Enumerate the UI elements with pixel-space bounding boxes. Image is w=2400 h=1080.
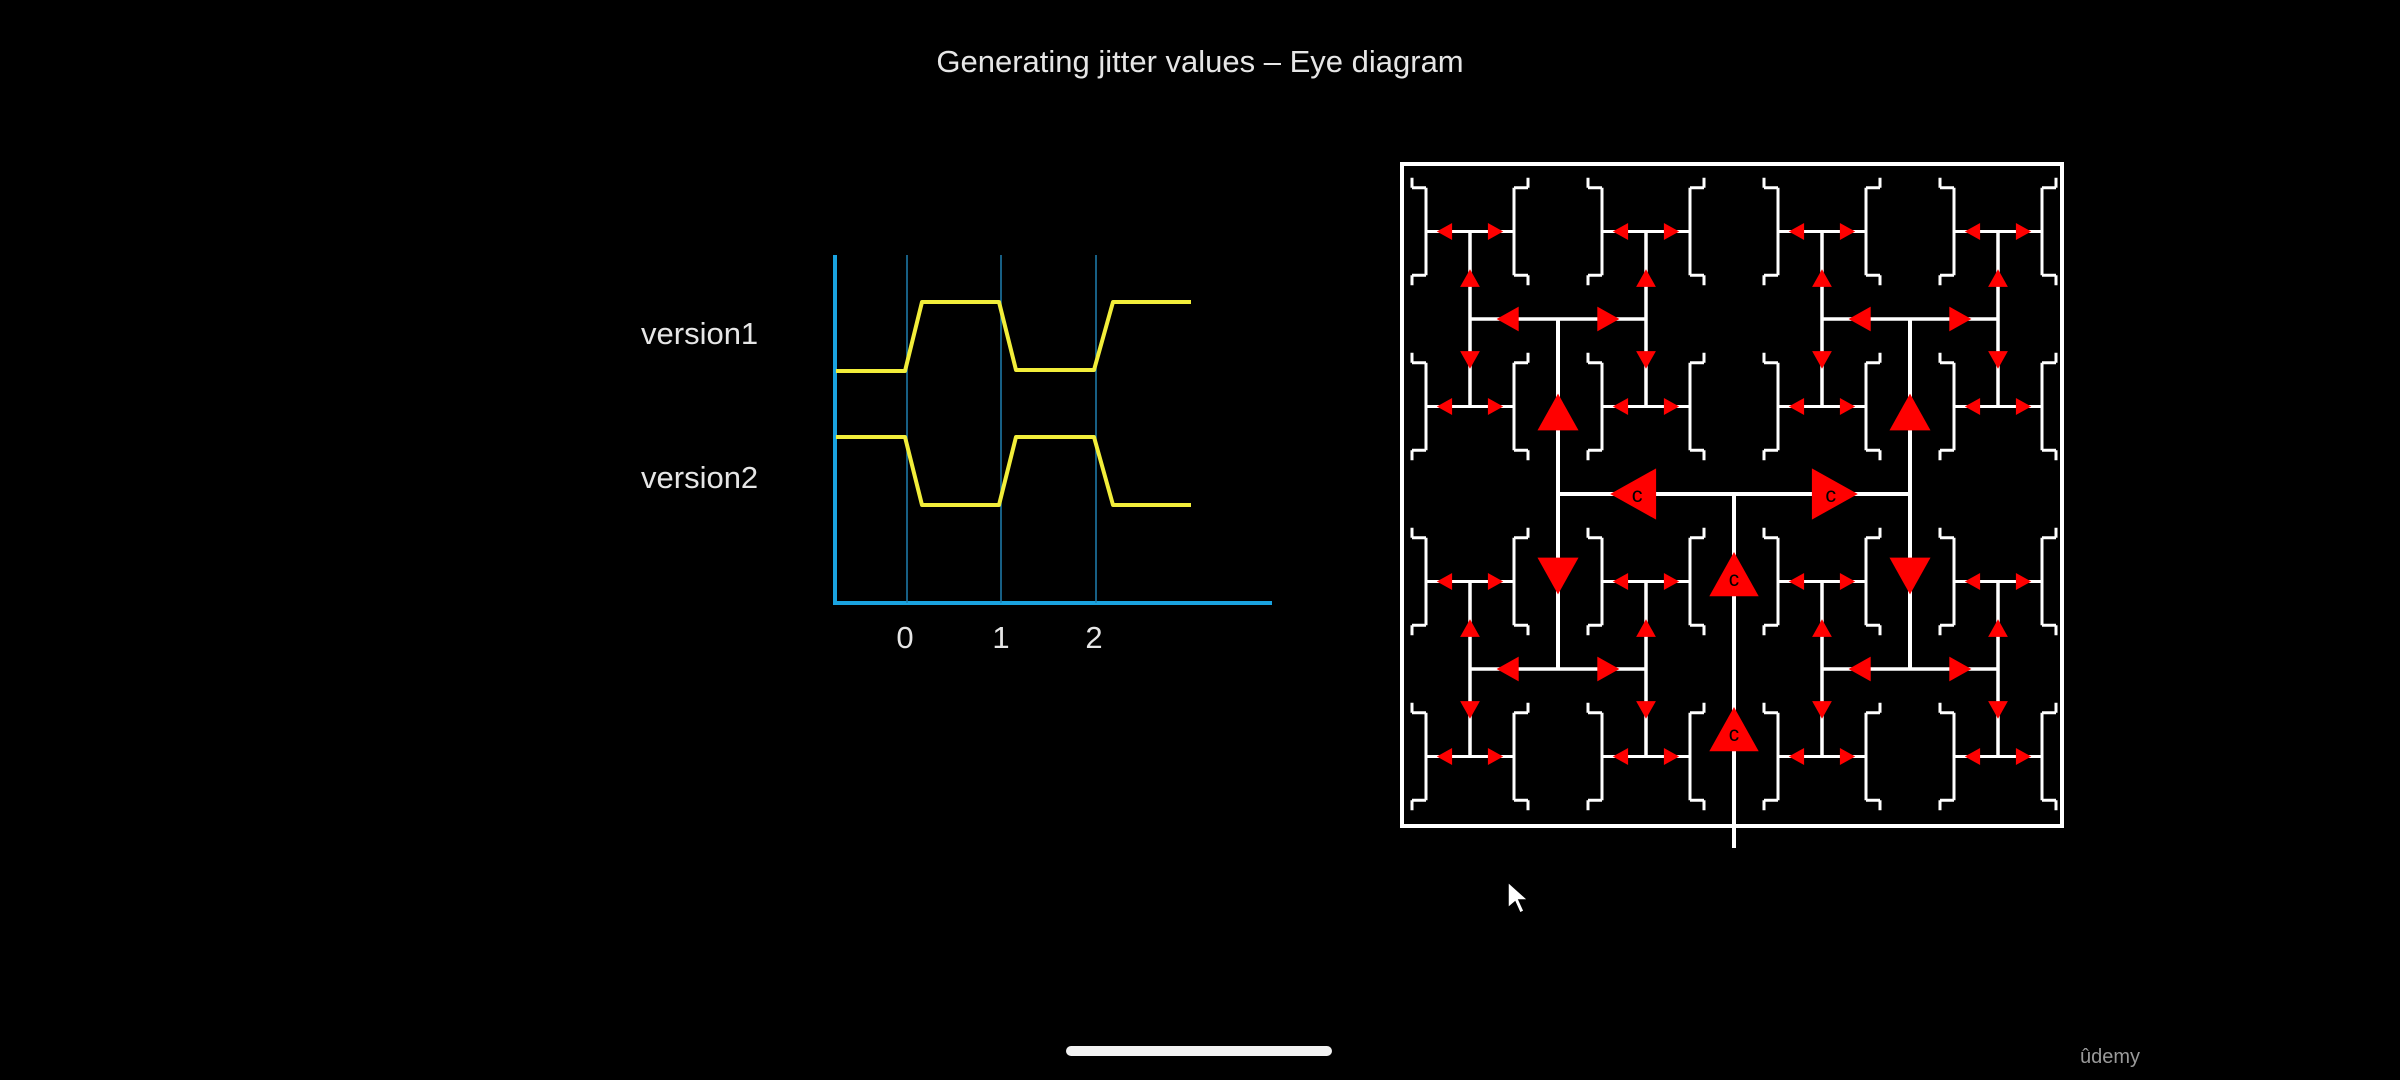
- clock-tree-network: c c c c: [1410, 177, 2058, 848]
- clock-buffer-label: c: [1825, 482, 1836, 507]
- clock-buffer-17: [1487, 397, 1504, 416]
- clock-buffer-13: [1636, 351, 1656, 369]
- clock-buffer-56: [1788, 572, 1805, 591]
- clock-buffer-4: [1537, 393, 1579, 431]
- clock-buffer-41: [1988, 351, 2008, 369]
- clock-buffer-25: [1460, 701, 1480, 719]
- clock-buffer-30: [1436, 747, 1453, 766]
- clock-buffer-54: [1988, 619, 2008, 637]
- clock-buffer-51: [1949, 656, 1972, 682]
- clock-buffer-47: [2015, 222, 2032, 241]
- clock-buffer-15: [1487, 222, 1504, 241]
- clock-buffer-label: c: [1632, 482, 1643, 507]
- tick-label-2: 2: [1085, 620, 1103, 655]
- slide-title: Generating jitter values – Eye diagram: [936, 44, 1464, 79]
- clock-buffer-43: [1839, 222, 1856, 241]
- clock-buffer-52: [1812, 619, 1832, 637]
- clock-buffer-27: [1636, 701, 1656, 719]
- clock-buffer-35: [1663, 747, 1680, 766]
- clock-buffer-61: [2015, 572, 2032, 591]
- clock-buffer-12: [1636, 269, 1656, 287]
- clock-buffer-19: [1663, 222, 1680, 241]
- clock-buffer-8: [1496, 306, 1519, 332]
- clock-buffer-46: [1964, 222, 1981, 241]
- clock-buffer-23: [1597, 656, 1620, 682]
- clock-buffer-7: [1889, 557, 1931, 595]
- clock-buffer-3: [1811, 468, 1858, 520]
- clock-buffer-24: [1460, 619, 1480, 637]
- clock-buffer-14: [1436, 222, 1453, 241]
- clock-buffer-5: [1537, 557, 1579, 595]
- clock-buffer-49: [2015, 397, 2032, 416]
- clock-buffer-62: [1964, 747, 1981, 766]
- clock-buffer-33: [1663, 572, 1680, 591]
- clock-buffer-1: [1709, 707, 1759, 752]
- clock-buffer-57: [1839, 572, 1856, 591]
- mouse-pointer-icon: [1507, 880, 1530, 915]
- clock-buffer-0: [1709, 552, 1759, 597]
- clock-buffer-45: [1839, 397, 1856, 416]
- clock-buffer-32: [1612, 572, 1629, 591]
- clock-buffer-53: [1812, 701, 1832, 719]
- clock-buffer-39: [1812, 351, 1832, 369]
- clock-buffer-20: [1612, 397, 1629, 416]
- clock-buffer-48: [1964, 397, 1981, 416]
- udemy-watermark: ûdemy: [2080, 1046, 2141, 1068]
- clock-buffer-16: [1436, 397, 1453, 416]
- clock-buffer-63: [2015, 747, 2032, 766]
- clock-buffer-22: [1496, 656, 1519, 682]
- clock-buffer-55: [1988, 701, 2008, 719]
- clock-buffer-21: [1663, 397, 1680, 416]
- clock-buffer-label: c: [1729, 723, 1739, 746]
- clock-buffer-60: [1964, 572, 1981, 591]
- tick-label-0: 0: [896, 620, 914, 655]
- clock-buffer-18: [1612, 222, 1629, 241]
- clock-buffer-42: [1788, 222, 1805, 241]
- tick-label-1: 1: [992, 620, 1010, 655]
- clock-buffer-59: [1839, 747, 1856, 766]
- clock-buffer-6: [1889, 393, 1931, 431]
- clock-buffer-40: [1988, 269, 2008, 287]
- clock-buffer-26: [1636, 619, 1656, 637]
- clock-buffer-10: [1460, 269, 1480, 287]
- clock-buffer-label: c: [1729, 568, 1739, 591]
- clock-buffer-2: [1610, 468, 1657, 520]
- clock-buffer-11: [1460, 351, 1480, 369]
- clock-buffer-9: [1597, 306, 1620, 332]
- clock-buffer-34: [1612, 747, 1629, 766]
- clock-buffer-37: [1949, 306, 1972, 332]
- clock-buffer-58: [1788, 747, 1805, 766]
- clock-buffer-44: [1788, 397, 1805, 416]
- clock-buffer-31: [1487, 747, 1504, 766]
- waveform-version1: [836, 300, 1191, 373]
- signal-label-version2: version2: [641, 460, 759, 495]
- clock-buffer-38: [1812, 269, 1832, 287]
- clock-buffer-50: [1848, 656, 1871, 682]
- home-indicator[interactable]: [1066, 1046, 1332, 1056]
- clock-buffer-28: [1436, 572, 1453, 591]
- waveform-version2: [836, 435, 1191, 507]
- signal-label-version1: version1: [641, 316, 759, 351]
- clock-buffer-36: [1848, 306, 1871, 332]
- clock-buffer-29: [1487, 572, 1504, 591]
